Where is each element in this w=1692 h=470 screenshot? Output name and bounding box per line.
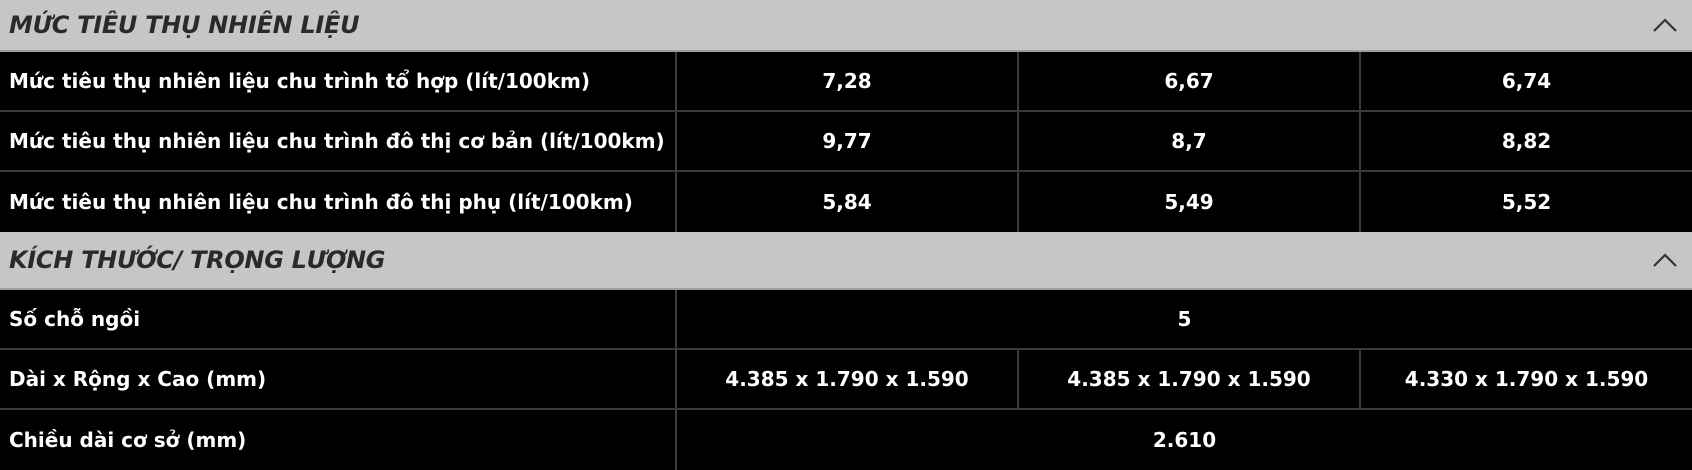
row-value: 6,67 xyxy=(1019,52,1361,110)
table-row: Số chỗ ngồi 5 xyxy=(0,290,1692,350)
row-value: 4.330 x 1.790 x 1.590 xyxy=(1404,367,1649,391)
row-label: Dài x Rộng x Cao (mm) xyxy=(0,350,677,408)
row-label: Mức tiêu thụ nhiên liệu chu trình đô thị… xyxy=(0,172,677,232)
row-value: 5,84 xyxy=(677,172,1019,232)
row-value: 7,28 xyxy=(677,52,1019,110)
row-value: 9,77 xyxy=(677,112,1019,170)
table-row: Mức tiêu thụ nhiên liệu chu trình đô thị… xyxy=(0,172,1692,232)
row-label: Số chỗ ngồi xyxy=(0,290,677,348)
row-value: 4.385 x 1.790 x 1.590 xyxy=(677,350,1019,408)
fuel-section-header[interactable]: MỨC TIÊU THỤ NHIÊN LIỆU xyxy=(0,0,1692,52)
chevron-up-icon[interactable] xyxy=(1652,17,1678,33)
row-value: 5 xyxy=(1177,307,1192,331)
table-row: Mức tiêu thụ nhiên liệu chu trình đô thị… xyxy=(0,112,1692,172)
table-row: Mức tiêu thụ nhiên liệu chu trình tổ hợp… xyxy=(0,52,1692,112)
row-value: 4.385 x 1.790 x 1.590 xyxy=(1019,350,1361,408)
row-label: Mức tiêu thụ nhiên liệu chu trình tổ hợp… xyxy=(0,52,677,110)
row-value: 8,82 xyxy=(1501,129,1552,153)
row-value: 5,52 xyxy=(1501,190,1552,214)
dimensions-section-header[interactable]: KÍCH THƯỚC/ TRỌNG LƯỢNG xyxy=(0,232,1692,290)
row-value: 2.610 xyxy=(1152,428,1217,452)
row-value: 6,74 xyxy=(1501,69,1552,93)
fuel-section-title: MỨC TIÊU THỤ NHIÊN LIỆU xyxy=(9,11,360,39)
row-value: 8,7 xyxy=(1019,112,1361,170)
table-row: Dài x Rộng x Cao (mm) 4.385 x 1.790 x 1.… xyxy=(0,350,1692,410)
row-value: 5,49 xyxy=(1019,172,1361,232)
row-label: Mức tiêu thụ nhiên liệu chu trình đô thị… xyxy=(0,112,677,170)
row-label: Chiều dài cơ sở (mm) xyxy=(0,410,677,470)
chevron-up-icon[interactable] xyxy=(1652,252,1678,268)
table-row: Chiều dài cơ sở (mm) 2.610 xyxy=(0,410,1692,470)
dimensions-section-title: KÍCH THƯỚC/ TRỌNG LƯỢNG xyxy=(9,246,386,274)
